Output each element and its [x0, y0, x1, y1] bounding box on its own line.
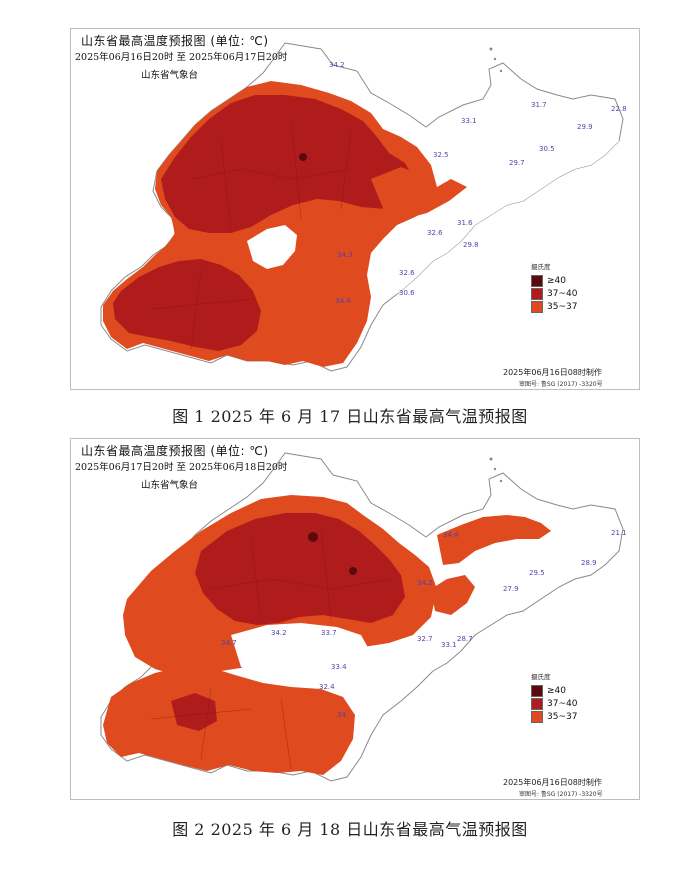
made-time: 2025年06月16日08时制作 [503, 778, 602, 787]
station-value: 32.5 [433, 151, 449, 159]
legend-item: 37~40 [531, 287, 577, 300]
temperature-map-2 [100, 452, 624, 782]
legend-swatch-over-40 [531, 684, 543, 697]
station-value: 30.5 [539, 145, 555, 153]
zone-35-37-south [103, 667, 355, 775]
forecast-time-range: 2025年06月16日20时 至 2025年06月17日20时 [75, 52, 288, 63]
legend-label: ≥40 [547, 275, 566, 286]
legend-swatch-35-37 [531, 710, 543, 723]
cooler-east [381, 125, 619, 299]
island [489, 457, 493, 461]
station-value: 33.4 [331, 663, 347, 671]
station-value: 32.6 [427, 229, 443, 237]
island [499, 479, 503, 483]
legend-item: 35~37 [531, 710, 577, 723]
station-value: 33.1 [441, 641, 457, 649]
station-value: 32.7 [417, 635, 433, 643]
legend-item: ≥40 [531, 684, 577, 697]
station-value: 28.7 [457, 635, 473, 643]
zone-over-40 [308, 532, 318, 542]
legend-label: 37~40 [547, 698, 578, 709]
station-value: 29.5 [529, 569, 545, 577]
zone-over-40 [299, 153, 307, 161]
station-value: 34.2 [271, 629, 287, 637]
zone-37-40-north [161, 95, 415, 233]
station-value: 34 [337, 711, 346, 719]
zone-35-37-peninsula [437, 515, 551, 565]
station-value: 31.7 [531, 101, 547, 109]
zone-37-40-south [113, 259, 261, 351]
made-time: 2025年06月16日08时制作 [503, 368, 602, 377]
legend-label: 35~37 [547, 301, 578, 312]
cooler-central [247, 225, 297, 269]
station-value: 29.9 [577, 123, 593, 131]
legend-label: 35~37 [547, 711, 578, 722]
station-value: 28.9 [581, 559, 597, 567]
forecast-map-figure-2: 山东省最高温度预报图 (单位: ℃) 2025年06月17日20时 至 2025… [70, 438, 640, 800]
legend-swatch-37-40 [531, 697, 543, 710]
figure-caption-2: 图 2 2025 年 6 月 18 日山东省最高气温预报图 [172, 820, 528, 839]
station-value: 34.2 [417, 579, 433, 587]
station-value: 29.8 [463, 241, 479, 249]
legend: 摄氏度 ≥40 37~40 35~37 [531, 261, 577, 313]
zone-37-40-south [171, 693, 217, 731]
station-value: 34.3 [337, 251, 353, 259]
station-value: 33.7 [321, 629, 337, 637]
issuing-agency: 山东省气象台 [141, 480, 199, 491]
station-value: 21.1 [611, 529, 627, 537]
island [493, 57, 497, 61]
station-value: 29.7 [509, 159, 525, 167]
legend-item: 35~37 [531, 300, 577, 313]
map-title: 山东省最高温度预报图 (单位: ℃) [81, 444, 269, 458]
zone-37-40-north [195, 513, 405, 625]
legend: 摄氏度 ≥40 37~40 35~37 [531, 671, 577, 723]
forecast-time-range: 2025年06月17日20时 至 2025年06月18日20时 [75, 462, 288, 473]
station-value: 31.6 [457, 219, 473, 227]
legend-title: 摄氏度 [531, 673, 551, 681]
figure-caption-1: 图 1 2025 年 6 月 17 日山东省最高气温预报图 [172, 407, 528, 426]
forecast-map-figure-1: 山东省最高温度预报图 (单位: ℃) 2025年06月16日20时 至 2025… [70, 28, 640, 390]
map-review-number: 审图号: 鲁SG (2017) -3320号 [519, 381, 603, 388]
legend-title: 摄氏度 [531, 263, 551, 271]
zone-35-37-strip [371, 167, 467, 219]
legend-item: ≥40 [531, 274, 577, 287]
island [489, 47, 493, 51]
legend-label: 37~40 [547, 288, 578, 299]
zone-over-40 [349, 567, 357, 575]
station-value: 34.2 [329, 61, 345, 69]
zone-35-37-coast [431, 575, 475, 615]
legend-swatch-37-40 [531, 287, 543, 300]
map-title: 山东省最高温度预报图 (单位: ℃) [81, 34, 269, 48]
station-value: 34.4 [335, 297, 351, 305]
island [499, 69, 503, 73]
legend-swatch-35-37 [531, 300, 543, 313]
temperature-map-1 [100, 42, 624, 372]
station-value: 34.7 [221, 639, 237, 647]
county-lines [150, 528, 392, 770]
legend-label: ≥40 [547, 685, 566, 696]
county-lines [150, 118, 352, 350]
station-value: 27.9 [503, 585, 519, 593]
station-value: 32.6 [399, 269, 415, 277]
station-value: 33.1 [461, 117, 477, 125]
station-value: 30.6 [399, 289, 415, 297]
cooler-central [231, 623, 371, 681]
legend-item: 37~40 [531, 697, 577, 710]
station-value: 22.8 [611, 105, 627, 113]
station-value: 34.4 [443, 531, 459, 539]
issuing-agency: 山东省气象台 [141, 70, 199, 81]
legend-swatch-over-40 [531, 274, 543, 287]
map-review-number: 审图号: 鲁SG (2017) -3320号 [519, 791, 603, 798]
island [493, 467, 497, 471]
station-value: 32.4 [319, 683, 335, 691]
